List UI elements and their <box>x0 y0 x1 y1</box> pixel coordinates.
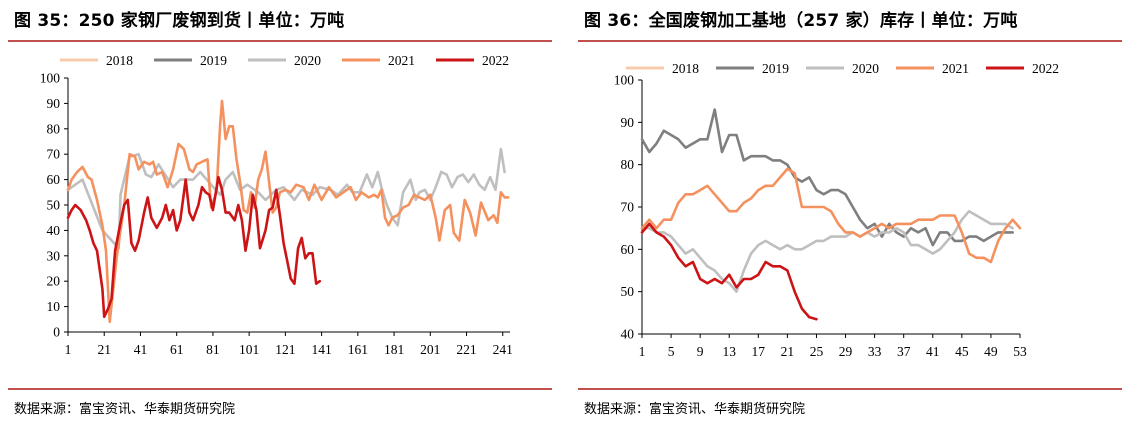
title-divider <box>8 40 552 42</box>
legend-label-2022: 2022 <box>1032 61 1059 76</box>
source-divider <box>8 388 552 390</box>
y-tick-label: 80 <box>47 121 61 136</box>
source-note: 数据来源：富宝资讯、华泰期货研究院 <box>14 402 236 417</box>
x-tick-label: 1 <box>65 342 72 357</box>
x-tick-label: 21 <box>781 344 795 359</box>
x-tick-label: 13 <box>722 344 736 359</box>
x-tick-label: 25 <box>810 344 824 359</box>
y-tick-label: 50 <box>47 198 61 213</box>
y-tick-label: 100 <box>614 73 635 88</box>
legend-label-2019: 2019 <box>762 61 789 76</box>
y-tick-label: 90 <box>47 96 61 111</box>
y-tick-label: 100 <box>40 71 61 86</box>
y-tick-label: 70 <box>47 147 61 162</box>
x-tick-label: 41 <box>926 344 940 359</box>
y-tick-label: 0 <box>53 325 60 340</box>
x-tick-label: 9 <box>697 344 704 359</box>
x-tick-label: 49 <box>984 344 998 359</box>
chart-panel-35: 图 35：250 家钢厂废钢到货丨单位：万吨 0 10 20 30 40 50 60 70 80… <box>0 0 556 426</box>
chart-title: 图 35：250 家钢厂废钢到货丨单位：万吨 <box>14 11 345 31</box>
y-tick-label: 10 <box>47 299 61 314</box>
legend-label-2020: 2020 <box>294 53 321 68</box>
x-tick-label: 201 <box>420 342 440 357</box>
legend-label-2022: 2022 <box>482 53 509 68</box>
y-tick-label: 80 <box>621 157 635 172</box>
x-tick-label: 121 <box>275 342 295 357</box>
series-line-2020 <box>66 147 506 250</box>
y-tick-label: 60 <box>621 242 635 257</box>
x-tick-label: 241 <box>493 342 513 357</box>
y-tick-label: 70 <box>621 200 635 215</box>
x-tick-label: 61 <box>170 342 184 357</box>
x-tick-label: 33 <box>868 344 882 359</box>
x-tick-label: 221 <box>456 342 476 357</box>
chart-title: 图 36：全国废钢加工基地（257 家）库存丨单位：万吨 <box>584 11 1018 31</box>
y-tick-label: 40 <box>47 223 61 238</box>
title-divider <box>578 40 1122 42</box>
series-line-2019 <box>640 108 1014 247</box>
y-tick-label: 50 <box>621 284 635 299</box>
series-line-2021 <box>640 167 1022 264</box>
x-tick-label: 37 <box>897 344 911 359</box>
x-tick-label: 41 <box>134 342 148 357</box>
legend-label-2020: 2020 <box>852 61 879 76</box>
legend-label-2021: 2021 <box>388 53 415 68</box>
x-tick-label: 181 <box>384 342 404 357</box>
x-tick-label: 5 <box>668 344 675 359</box>
x-tick-label: 21 <box>97 342 111 357</box>
series-line-2020 <box>640 209 1014 293</box>
x-tick-label: 17 <box>752 344 766 359</box>
legend-label-2018: 2018 <box>106 53 133 68</box>
series-line-2022 <box>66 175 322 319</box>
legend-label-2019: 2019 <box>200 53 227 68</box>
x-tick-label: 29 <box>839 344 853 359</box>
series-line-2021 <box>66 99 510 324</box>
y-tick-label: 40 <box>621 327 635 342</box>
source-note: 数据来源：富宝资讯、华泰期货研究院 <box>584 402 806 417</box>
y-tick-label: 20 <box>47 274 61 289</box>
x-tick-label: 45 <box>955 344 969 359</box>
chart-36-plot: 40 50 60 70 80 90 100 1 5 9 13 17 21 25 29 33 37 41 45 49 53… <box>614 61 1059 359</box>
source-divider <box>578 388 1122 390</box>
x-tick-label: 81 <box>206 342 220 357</box>
x-tick-label: 141 <box>311 342 331 357</box>
legend-label-2021: 2021 <box>942 61 969 76</box>
y-tick-label: 30 <box>47 248 61 263</box>
y-tick-label: 90 <box>621 115 635 130</box>
x-tick-label: 1 <box>639 344 646 359</box>
legend-label-2018: 2018 <box>672 61 699 76</box>
x-tick-label: 101 <box>239 342 259 357</box>
x-tick-label: 161 <box>348 342 368 357</box>
x-tick-label: 53 <box>1013 344 1027 359</box>
series-line-2022 <box>640 222 818 321</box>
y-tick-label: 60 <box>47 172 61 187</box>
chart-panel-36: 图 36：全国废钢加工基地（257 家）库存丨单位：万吨 40 50 60 70 80 9… <box>570 0 1126 426</box>
